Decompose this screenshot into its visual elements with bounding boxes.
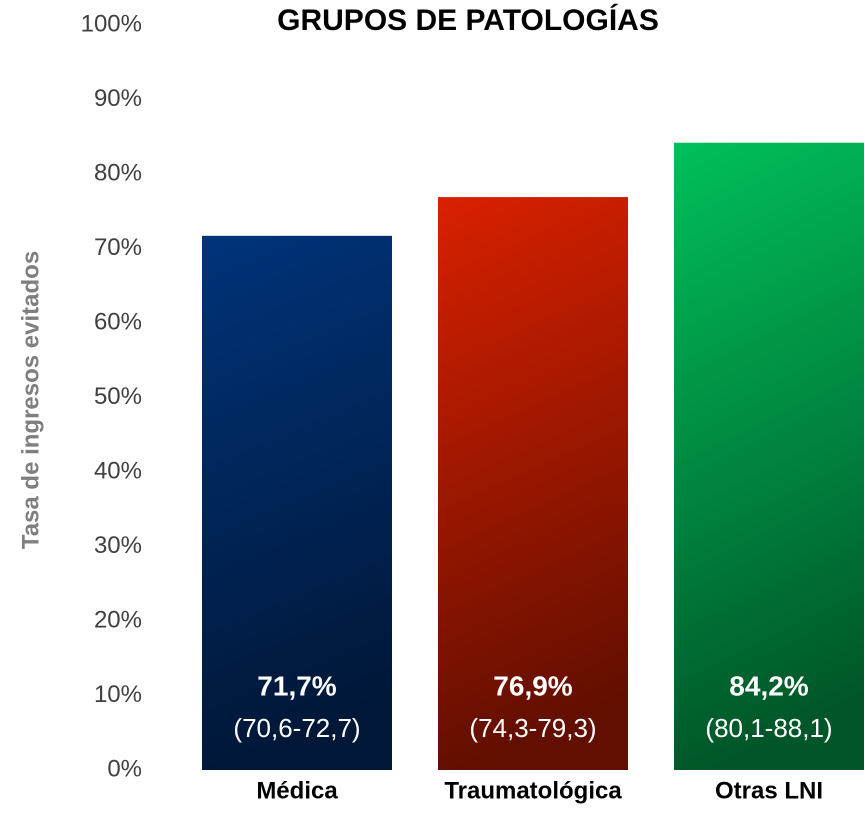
y-tick-label: 90% [94, 85, 142, 112]
bar-shade [674, 142, 864, 770]
bar-shade [202, 235, 392, 770]
bar-shade [438, 197, 628, 771]
y-axis-label: Tasa de ingresos evitados [17, 251, 44, 549]
chart-title: GRUPOS DE PATOLOGÍAS [277, 3, 659, 37]
x-tick-label: Médica [256, 777, 338, 804]
y-tick-label: 60% [94, 308, 142, 335]
ci-label: (74,3-79,3) [469, 713, 596, 743]
y-tick-label: 50% [94, 383, 142, 410]
y-tick-label: 0% [107, 755, 142, 782]
y-tick-label: 20% [94, 606, 142, 633]
y-tick-label: 40% [94, 457, 142, 484]
y-tick-label: 80% [94, 159, 142, 186]
y-tick-label: 100% [81, 10, 142, 37]
ci-label: (80,1-88,1) [705, 713, 832, 743]
value-label: 84,2% [729, 670, 808, 701]
y-tick-label: 30% [94, 532, 142, 559]
value-label: 71,7% [257, 670, 336, 701]
x-tick-label: Traumatológica [444, 777, 622, 804]
x-tick-label: Otras LNI [715, 777, 823, 804]
value-label: 76,9% [493, 670, 572, 701]
y-tick-label: 10% [94, 681, 142, 708]
ci-label: (70,6-72,7) [233, 713, 360, 743]
y-tick-label: 70% [94, 234, 142, 261]
